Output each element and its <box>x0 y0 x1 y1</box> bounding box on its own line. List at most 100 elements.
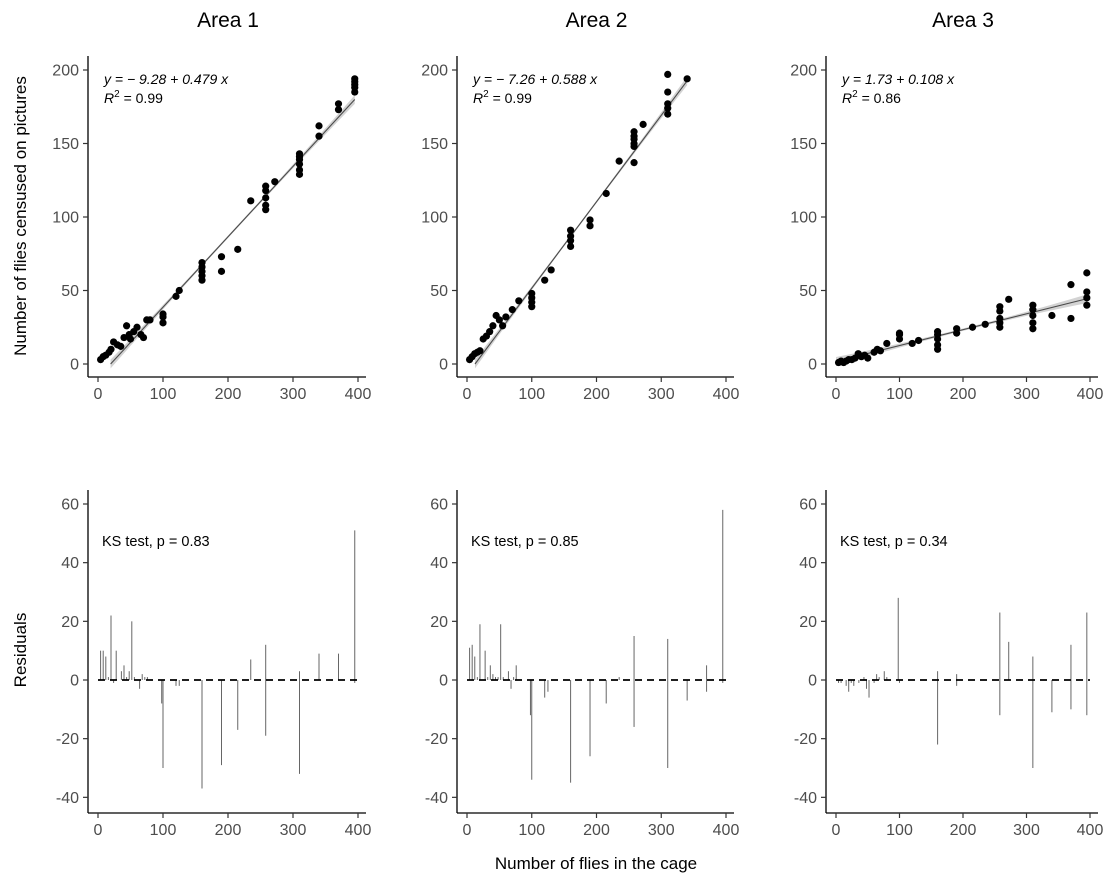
panel-1-data-point <box>159 319 167 327</box>
panel-2-fit-line <box>474 80 688 365</box>
panel-3-y-tick-label: 100 <box>790 210 817 227</box>
panel-3-data-point <box>895 329 904 337</box>
panel-6-x-tick-label: 0 <box>832 822 841 839</box>
panel-1-data-point <box>139 333 148 342</box>
panel-4-x-tick-label: 0 <box>94 822 103 839</box>
panel-2-data-point <box>476 347 484 355</box>
panel-3-data-point <box>1005 295 1013 303</box>
panel-3-data-point <box>996 303 1004 311</box>
panel-1-data-point <box>146 316 154 324</box>
panel-2-data-point <box>586 222 594 230</box>
panel-2-data-point <box>586 216 594 224</box>
panel-2-data-point <box>489 322 497 330</box>
panel-2-data-point <box>567 242 575 250</box>
panel-1-r-squared-exponent: 2 <box>114 89 120 100</box>
panel-1-data-point <box>198 258 206 267</box>
panel-2-data-point <box>630 128 638 136</box>
panel-1-x-tick-label: 0 <box>94 386 103 403</box>
panel-3-data-point <box>968 323 977 331</box>
panel-1-data-point <box>271 178 279 186</box>
panel-5-ks-test-label: KS test, p = 0.85 <box>471 534 579 550</box>
panel-1-data-point <box>123 322 131 330</box>
panel-1-data-point <box>217 253 226 261</box>
panel-3-data-point <box>876 347 885 355</box>
marks-layer <box>97 70 1091 789</box>
panel-2-x-tick-label: 400 <box>713 386 740 403</box>
panel-2-data-point <box>528 289 536 298</box>
panel-1-data-point <box>117 342 125 350</box>
panel-2-data-point <box>567 226 575 234</box>
panel-3-equation: y = 1.73 + 0.108 x <box>841 71 955 87</box>
panel-2-data-point <box>499 322 507 330</box>
panel-1-data-point <box>295 150 304 158</box>
panel-1-data-point <box>175 286 183 295</box>
panel-3-data-point <box>1083 294 1091 302</box>
panel-1-data-point <box>217 267 226 275</box>
panel-3-data-point <box>1029 311 1037 320</box>
panel-2-r-squared-exponent: 2 <box>483 89 489 100</box>
panel-2-data-point <box>486 328 494 336</box>
panel-1-x-tick-label: 400 <box>345 386 372 403</box>
panel-3-x-tick-label: 200 <box>950 386 977 403</box>
panel-6-x-tick-label: 100 <box>886 822 913 839</box>
panel-3-data-point <box>1029 319 1037 327</box>
panel-2-x-tick-label: 100 <box>518 386 545 403</box>
panel-1-y-tick-label: 50 <box>61 283 79 300</box>
panel-5-x-tick-label: 100 <box>518 822 545 839</box>
panel-3-y-tick-label: 150 <box>790 136 817 153</box>
panel-6-y-tick-label: -40 <box>794 790 817 807</box>
panel-1-data-point <box>262 182 270 190</box>
panel-3-data-point <box>934 341 942 349</box>
panel-2-data-point <box>664 100 672 108</box>
panel-3-data-point <box>883 339 891 348</box>
panel-5-y-tick-label: 60 <box>430 497 448 514</box>
panel-3-data-point <box>1029 301 1037 309</box>
panel-3-y-tick-label: 50 <box>799 283 817 300</box>
bottom-y-axis-title: Residuals <box>11 613 30 688</box>
panel-3-x-tick-label: 0 <box>832 386 841 403</box>
panel-3-data-point <box>1048 311 1056 320</box>
panel-3-data-point <box>953 325 961 333</box>
panel-2-r-squared-value: = 0.99 <box>489 90 532 106</box>
panel-2-data-point <box>615 157 623 165</box>
panel-3-r-squared-value: = 0.86 <box>858 90 901 106</box>
panel-1-r-squared-value: = 0.99 <box>120 90 163 106</box>
panel-2-x-tick-label: 200 <box>583 386 610 403</box>
panel-4-y-tick-label: 40 <box>61 555 79 572</box>
panel-6-ks-test-label: KS test, p = 0.34 <box>840 534 948 550</box>
panel-5-x-tick-label: 300 <box>648 822 675 839</box>
panel-3-data-point <box>1029 325 1037 333</box>
panel-2-data-point <box>502 313 510 321</box>
panel-2-r-squared: R2 = 0.99 <box>473 89 532 106</box>
panel-1-y-tick-label: 100 <box>52 210 79 227</box>
panel-3-x-tick-label: 400 <box>1077 386 1104 403</box>
panel-5-y-tick-label: 20 <box>430 614 448 631</box>
panel-2-data-point <box>664 110 672 118</box>
panel-3-data-point <box>934 328 942 336</box>
panel-1-data-point <box>295 166 304 174</box>
panel-4-x-tick-label: 200 <box>215 822 242 839</box>
panel-1-data-point <box>262 194 270 202</box>
panel-4-ks-test-label: KS test, p = 0.83 <box>102 534 210 550</box>
panel-1-y-tick-label: 150 <box>52 136 79 153</box>
panel-4-y-tick-label: 60 <box>61 497 79 514</box>
panel-2-title: Area 2 <box>566 9 628 32</box>
panel-1-title: Area 1 <box>197 9 259 32</box>
panel-3-data-point <box>864 354 872 362</box>
panel-3-r-squared: R2 = 0.86 <box>842 89 901 106</box>
panel-2-data-point <box>508 306 516 314</box>
panel-3-data-point <box>908 339 916 348</box>
x-axis-title: Number of flies in the cage <box>495 854 697 873</box>
panel-2-data-point <box>630 159 638 167</box>
panel-1-r-squared-symbol: R <box>104 90 114 106</box>
panel-6-x-tick-label: 400 <box>1077 822 1104 839</box>
panel-2-r-squared-symbol: R <box>473 90 483 106</box>
panel-3-data-point <box>981 320 989 328</box>
top-y-axis-title: Number of flies censused on pictures <box>11 76 30 356</box>
panel-4-y-tick-label: -40 <box>56 790 79 807</box>
panel-3-x-tick-label: 300 <box>1013 386 1040 403</box>
panel-1-data-point <box>262 201 270 209</box>
panel-3-data-point <box>1083 269 1091 277</box>
